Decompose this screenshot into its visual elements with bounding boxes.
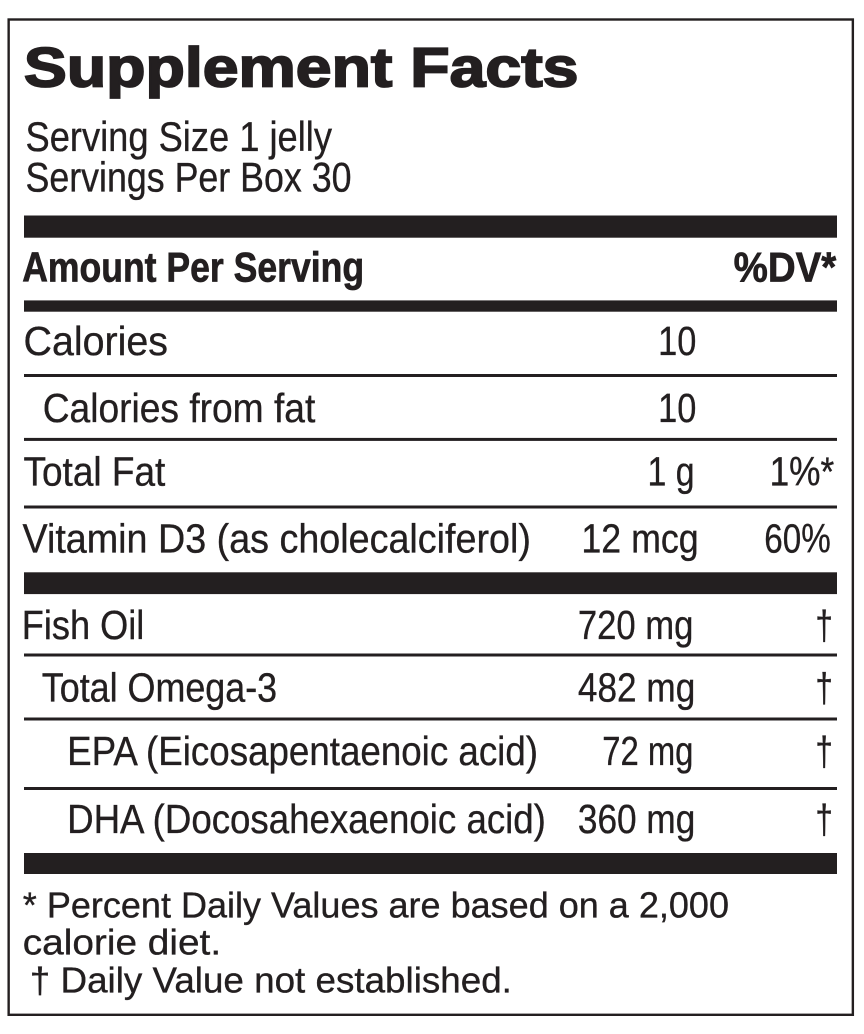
svg-text:720 mg: 720 mg — [578, 602, 694, 648]
svg-text:Servings Per Box 30: Servings Per Box 30 — [26, 154, 352, 201]
svg-text:†: † — [815, 664, 833, 710]
svg-text:%DV*: %DV* — [734, 244, 837, 291]
svg-text:360 mg: 360 mg — [578, 796, 695, 842]
svg-text:72 mg: 72 mg — [602, 728, 693, 774]
svg-text:10: 10 — [658, 318, 696, 364]
svg-text:10: 10 — [658, 385, 696, 431]
svg-text:†: † — [815, 796, 833, 842]
svg-text:†: † — [815, 728, 833, 774]
svg-text:1 g: 1 g — [648, 449, 695, 495]
svg-text:DHA (Docosahexaenoic acid): DHA (Docosahexaenoic acid) — [67, 796, 546, 842]
svg-text:Fish Oil: Fish Oil — [22, 602, 145, 648]
svg-text:EPA (Eicosapentaenoic acid): EPA (Eicosapentaenoic acid) — [67, 728, 538, 774]
svg-text:Total Fat: Total Fat — [24, 449, 166, 495]
svg-text:Total Omega-3: Total Omega-3 — [42, 664, 277, 710]
svg-text:†: † — [815, 602, 833, 648]
svg-text:1%*: 1%* — [770, 449, 835, 495]
svg-text:12 mcg: 12 mcg — [581, 515, 698, 561]
svg-text:Calories from fat: Calories from fat — [43, 385, 316, 431]
svg-text:Serving Size 1 jelly: Serving Size 1 jelly — [26, 113, 333, 160]
svg-text:calorie diet.: calorie diet. — [23, 922, 221, 963]
svg-text:† Daily Value not established.: † Daily Value not established. — [30, 960, 512, 1001]
svg-text:60%: 60% — [764, 515, 830, 561]
svg-text:Amount Per Serving: Amount Per Serving — [22, 244, 364, 291]
svg-text:* Percent Daily Values are bas: * Percent Daily Values are based on a 2,… — [23, 885, 729, 926]
svg-text:Calories: Calories — [24, 318, 169, 364]
svg-text:482 mg: 482 mg — [578, 664, 695, 710]
svg-text:Supplement Facts: Supplement Facts — [24, 36, 579, 99]
svg-text:Vitamin D3 (as cholecalciferol: Vitamin D3 (as cholecalciferol) — [23, 515, 531, 561]
